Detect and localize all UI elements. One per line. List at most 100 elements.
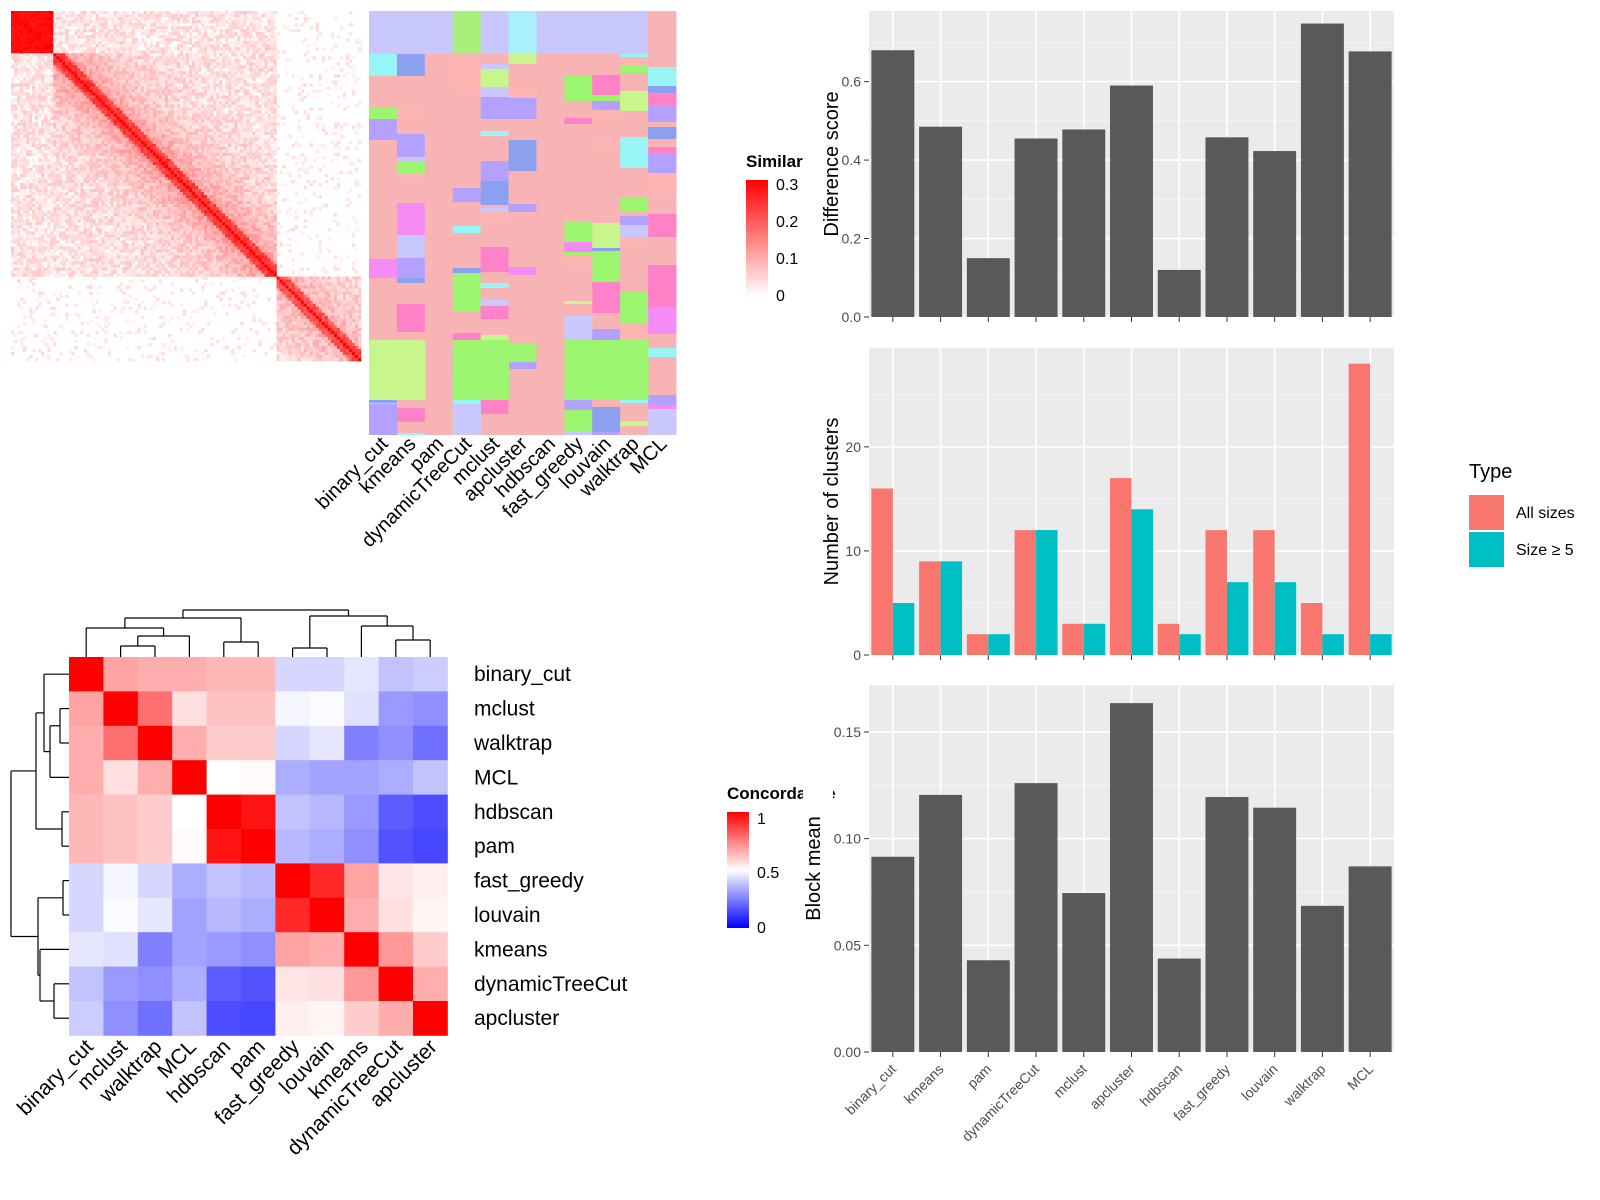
similarity-cell: [20, 38, 23, 41]
similarity-cell: [92, 47, 95, 50]
similarity-cell: [159, 65, 162, 68]
similarity-cell: [177, 14, 180, 17]
similarity-cell: [180, 92, 183, 95]
similarity-cell: [74, 86, 77, 89]
similarity-cell: [171, 65, 174, 68]
similarity-cell: [77, 41, 80, 44]
similarity-cell: [177, 105, 180, 108]
similarity-cell: [123, 41, 126, 44]
similarity-cell: [174, 17, 177, 20]
similarity-cell: [11, 147, 14, 150]
similarity-cell: [231, 144, 234, 147]
similarity-cell: [240, 141, 243, 144]
similarity-cell: [234, 171, 237, 174]
similarity-cell: [255, 50, 258, 53]
similarity-cell: [168, 50, 171, 53]
similarity-cell: [159, 14, 162, 17]
similarity-cell: [201, 95, 204, 98]
similarity-cell: [132, 162, 135, 165]
similarity-cell: [180, 17, 183, 20]
similarity-cell: [117, 177, 120, 180]
similarity-cell: [304, 95, 307, 98]
similarity-cell: [38, 126, 41, 129]
similarity-cell: [228, 44, 231, 47]
similarity-cell: [56, 56, 59, 59]
similarity-cell: [183, 120, 186, 123]
similarity-cell: [243, 144, 246, 147]
similarity-cell: [261, 162, 264, 165]
similarity-cell: [102, 162, 105, 165]
similarity-cell: [65, 180, 68, 183]
similarity-cell: [228, 86, 231, 89]
similarity-cell: [144, 65, 147, 68]
similarity-cell: [83, 126, 86, 129]
similarity-cell: [80, 117, 83, 120]
similarity-cell: [99, 41, 102, 44]
similarity-cell: [198, 11, 201, 14]
similarity-cell: [222, 141, 225, 144]
similarity-cell: [41, 165, 44, 168]
similarity-cell: [14, 99, 17, 102]
similarity-cell: [162, 171, 165, 174]
similarity-cell: [192, 74, 195, 77]
similarity-cell: [47, 150, 50, 153]
similarity-cell: [349, 11, 352, 14]
similarity-cell: [337, 171, 340, 174]
similarity-cell: [252, 171, 255, 174]
similarity-cell: [192, 138, 195, 141]
similarity-cell: [62, 80, 65, 83]
similarity-cell: [228, 80, 231, 83]
similarity-cell: [132, 29, 135, 32]
similarity-cell: [20, 86, 23, 89]
similarity-cell: [138, 20, 141, 23]
similarity-cell: [114, 150, 117, 153]
similarity-cell: [207, 168, 210, 171]
similarity-cell: [38, 71, 41, 74]
similarity-cell: [249, 129, 252, 132]
similarity-cell: [150, 62, 153, 65]
similarity-cell: [120, 62, 123, 65]
similarity-cell: [117, 56, 120, 59]
similarity-cell: [26, 77, 29, 80]
similarity-cell: [183, 168, 186, 171]
similarity-cell: [180, 38, 183, 41]
similarity-cell: [14, 171, 17, 174]
similarity-cell: [183, 17, 186, 20]
similarity-cell: [216, 23, 219, 26]
similarity-cell: [14, 159, 17, 162]
similarity-cell: [147, 102, 150, 105]
similarity-cell: [74, 180, 77, 183]
similarity-cell: [355, 41, 358, 44]
similarity-cell: [74, 92, 77, 95]
similarity-cell: [159, 86, 162, 89]
similarity-cell: [168, 117, 171, 120]
similarity-cell: [95, 147, 98, 150]
similarity-cell: [180, 71, 183, 74]
similarity-cell: [68, 135, 71, 138]
similarity-cell: [50, 86, 53, 89]
similarity-cell: [252, 156, 255, 159]
similarity-cell: [207, 89, 210, 92]
similarity-cell: [80, 20, 83, 23]
similarity-cell: [189, 144, 192, 147]
similarity-cell: [17, 95, 20, 98]
similarity-cell: [138, 59, 141, 62]
similarity-cell: [86, 138, 89, 141]
similarity-cell: [156, 53, 159, 56]
similarity-cell: [264, 65, 267, 68]
similarity-cell: [71, 129, 74, 132]
similarity-cell: [147, 156, 150, 159]
similarity-cell: [117, 111, 120, 114]
similarity-cell: [267, 47, 270, 50]
similarity-cell: [23, 41, 26, 44]
similarity-cell: [129, 95, 132, 98]
similarity-cell: [286, 59, 289, 62]
similarity-cell: [20, 117, 23, 120]
similarity-cell: [237, 147, 240, 150]
similarity-cell: [277, 123, 280, 126]
similarity-cell: [86, 102, 89, 105]
similarity-cell: [286, 89, 289, 92]
similarity-cell: [147, 17, 150, 20]
similarity-cell: [243, 129, 246, 132]
similarity-cell: [174, 129, 177, 132]
